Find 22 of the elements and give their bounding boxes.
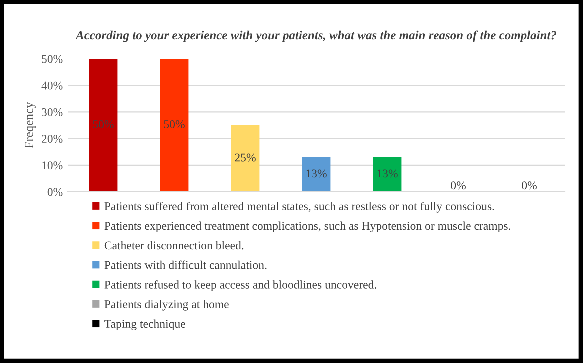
data-label: 50% xyxy=(93,120,114,128)
legend-label: Patients dialyzing at home xyxy=(104,300,229,311)
y-tick-label: 20% xyxy=(42,135,63,144)
data-label: 25% xyxy=(235,154,256,162)
y-axis-title: Freqency xyxy=(25,102,36,148)
data-label: 13% xyxy=(378,170,398,178)
legend-label: Patients suffered from altered mental states, such as restless or not fully conscious. xyxy=(104,202,494,213)
data-label: 0% xyxy=(522,182,537,190)
legend-label: Patients with difficult cannulation. xyxy=(104,260,267,270)
data-label: 13% xyxy=(306,170,327,178)
legend-label: Patients experienced treatment complications, such as Hypotension or muscle cramps. xyxy=(104,222,510,232)
data-label: 50% xyxy=(164,120,185,128)
legend-label: Catheter disconnection bleed. xyxy=(104,241,244,250)
y-tick-label: 0% xyxy=(48,188,63,196)
y-tick-label: 30% xyxy=(42,108,63,116)
y-tick-label: 40% xyxy=(42,82,63,90)
chart-title: According to your experience with your patients, what was the main reason of the complaint? xyxy=(75,30,557,42)
y-tick-label: 10% xyxy=(42,162,63,170)
legend-label: Patients refused to keep access and bloodlines uncovered. xyxy=(104,280,376,292)
data-label: 0% xyxy=(451,182,466,190)
y-tick-label: 50% xyxy=(42,55,63,64)
legend-label: Taping technique xyxy=(104,320,186,330)
